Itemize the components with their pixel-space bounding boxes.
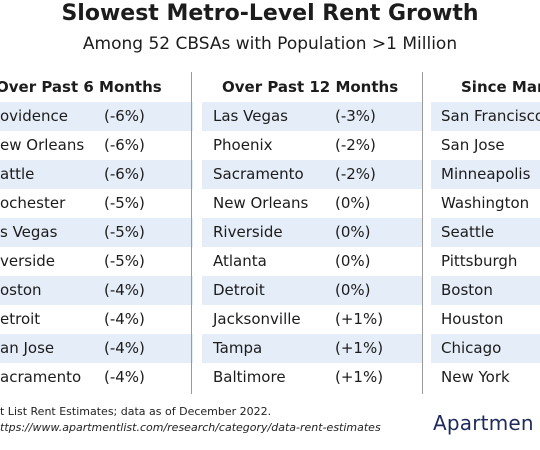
metro-name: Riverside (213, 223, 283, 241)
column-since-march: Since Mar San Francisco San Jose Minneapol… (431, 72, 540, 392)
metro-name: etroit (0, 310, 41, 328)
table-row: Houston (431, 305, 540, 334)
metro-name: ew Orleans (0, 136, 85, 154)
column-header-label: Over Past 12 Months (222, 78, 399, 96)
table-row: Washington (431, 189, 540, 218)
source-note: t List Rent Estimates; data as of Decemb… (0, 405, 272, 418)
metro-name: Houston (441, 310, 504, 328)
metro-name: Pittsburgh (441, 252, 518, 270)
metro-name: verside (0, 252, 56, 270)
table-row: San Francisco (431, 102, 540, 131)
column-header: Since Mar (431, 72, 540, 102)
rent-change: (+1%) (335, 368, 384, 386)
rent-change: (-5%) (104, 194, 145, 212)
table-row: Boston (431, 276, 540, 305)
table-row: oston (-4%) (0, 276, 193, 305)
rent-change: (-4%) (104, 281, 145, 299)
column-header-label: Since Mar (461, 78, 540, 96)
column-header: Over Past 6 Months (0, 72, 193, 102)
rent-change: (-6%) (104, 136, 145, 154)
rent-change: (0%) (335, 281, 371, 299)
rent-change: (+1%) (335, 310, 384, 328)
metro-name: Minneapolis (441, 165, 531, 183)
column-divider (191, 72, 192, 394)
rent-change: (-4%) (104, 339, 145, 357)
metro-name: attle (0, 165, 35, 183)
table-row: Minneapolis (431, 160, 540, 189)
metro-name: Washington (441, 194, 530, 212)
metro-name: Jacksonville (213, 310, 301, 328)
table-row: an Jose (-4%) (0, 334, 193, 363)
rent-change: (-2%) (335, 165, 376, 183)
metro-name: acramento (0, 368, 82, 386)
table-row: Chicago (431, 334, 540, 363)
source-url: ttps://www.apartmentlist.com/research/ca… (0, 421, 381, 434)
table-row: Seattle (431, 218, 540, 247)
metro-name: Tampa (213, 339, 263, 357)
metro-name: Detroit (213, 281, 265, 299)
metro-name: New Orleans (213, 194, 309, 212)
rent-change: (-6%) (104, 107, 145, 125)
page-title: Slowest Metro-Level Rent Growth (61, 1, 479, 26)
table-row: Atlanta (0%) (202, 247, 422, 276)
column-header-label: Over Past 6 Months (0, 78, 162, 96)
table-row: attle (-6%) (0, 160, 193, 189)
table-row: Tampa (+1%) (202, 334, 422, 363)
table-row: New York (431, 363, 540, 392)
table-row: Sacramento (-2%) (202, 160, 422, 189)
table-row: San Jose (431, 131, 540, 160)
rent-change: (+1%) (335, 339, 384, 357)
metro-name: Phoenix (213, 136, 273, 154)
rent-change: (-2%) (335, 136, 376, 154)
table-row: Riverside (0%) (202, 218, 422, 247)
metro-name: Sacramento (213, 165, 304, 183)
table-row: etroit (-4%) (0, 305, 193, 334)
table-row: Las Vegas (-3%) (202, 102, 422, 131)
metro-name: New York (441, 368, 510, 386)
column-past-12-months: Over Past 12 Months Las Vegas (-3%) Phoeni… (202, 72, 422, 392)
metro-name: Las Vegas (213, 107, 288, 125)
metro-name: Chicago (441, 339, 502, 357)
table-row: New Orleans (0%) (202, 189, 422, 218)
table-row: s Vegas (-5%) (0, 218, 193, 247)
rent-change: (0%) (335, 194, 371, 212)
rent-change: (0%) (335, 252, 371, 270)
column-past-6-months: Over Past 6 Months ovidence (-6%) ew Orlea… (0, 72, 193, 392)
rent-change: (-3%) (335, 107, 376, 125)
metro-name: Atlanta (213, 252, 267, 270)
metro-name: s Vegas (0, 223, 58, 241)
metro-name: Boston (441, 281, 493, 299)
column-divider (422, 72, 423, 394)
rent-change: (0%) (335, 223, 371, 241)
table-row: Detroit (0%) (202, 276, 422, 305)
column-header: Over Past 12 Months (202, 72, 422, 102)
metro-name: ovidence (0, 107, 68, 125)
table-row: verside (-5%) (0, 247, 193, 276)
table-row: acramento (-4%) (0, 363, 193, 392)
rent-change: (-5%) (104, 223, 145, 241)
table-row: ochester (-5%) (0, 189, 193, 218)
metro-name: ochester (0, 194, 66, 212)
table-row: Baltimore (+1%) (202, 363, 422, 392)
metro-name: Seattle (441, 223, 495, 241)
metro-name: oston (0, 281, 42, 299)
table-row: Jacksonville (+1%) (202, 305, 422, 334)
metro-name: an Jose (0, 339, 55, 357)
rent-change: (-4%) (104, 310, 145, 328)
rent-change: (-5%) (104, 252, 145, 270)
rent-change: (-4%) (104, 368, 145, 386)
metro-name: San Francisco (441, 107, 540, 125)
brand-logo: Apartmen (433, 411, 534, 435)
table-row: Pittsburgh (431, 247, 540, 276)
page-subtitle: Among 52 CBSAs with Population >1 Millio… (82, 34, 458, 54)
table-row: ew Orleans (-6%) (0, 131, 193, 160)
table-row: ovidence (-6%) (0, 102, 193, 131)
metro-name: Baltimore (213, 368, 286, 386)
rent-change: (-6%) (104, 165, 145, 183)
table-row: Phoenix (-2%) (202, 131, 422, 160)
metro-name: San Jose (441, 136, 505, 154)
